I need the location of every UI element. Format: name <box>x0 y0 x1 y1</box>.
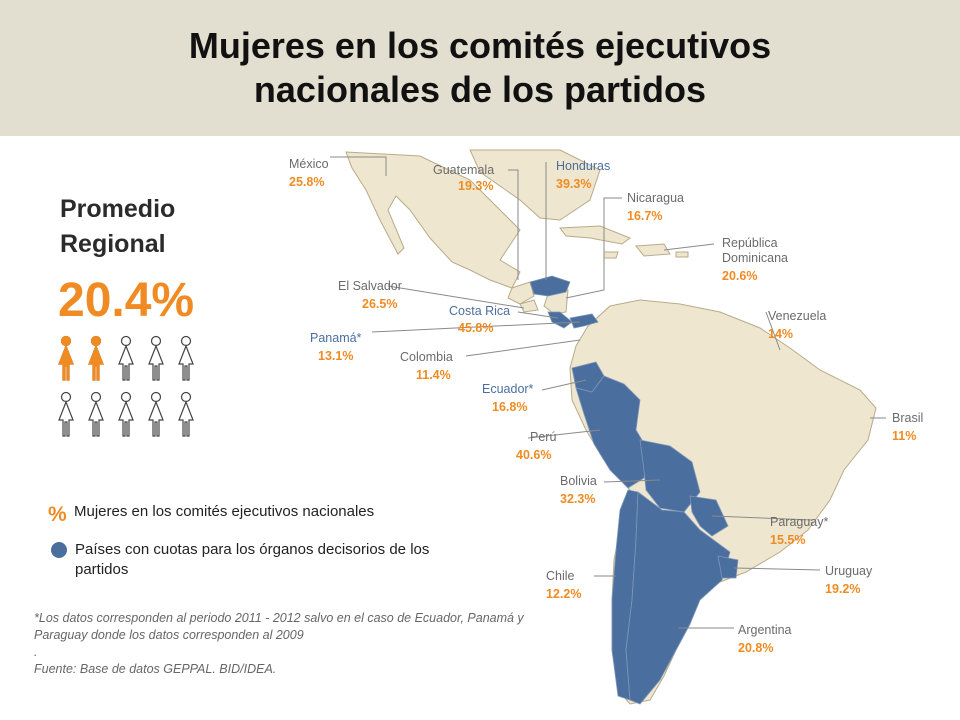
label-costarica: Costa Rica <box>449 304 510 318</box>
woman-icon <box>118 391 134 437</box>
woman-icon <box>178 391 194 437</box>
woman-icon <box>88 391 104 437</box>
mexico-shape <box>345 151 521 289</box>
puertorico-shape <box>675 251 689 258</box>
value-costarica: 45.8% <box>458 321 493 335</box>
us-fragment-shape <box>469 149 601 221</box>
footnote-period: . <box>34 645 38 659</box>
regional-average-label: Promedio Regional <box>60 195 176 258</box>
woman-icon <box>58 391 74 437</box>
label-panama: Panamá* <box>310 331 362 345</box>
label-honduras: Honduras <box>556 159 610 173</box>
value-brasil: 11% <box>892 429 916 443</box>
label-venezuela: Venezuela <box>768 309 826 323</box>
value-salvador: 26.5% <box>362 297 397 311</box>
cuba-shape <box>559 225 632 245</box>
source-text: Fuente: Base de datos GEPPAL. BID/IDEA. <box>34 662 277 676</box>
honduras-shape <box>529 275 571 297</box>
jamaica-shape <box>603 251 619 259</box>
value-mexico: 25.8% <box>289 175 324 189</box>
value-panama: 13.1% <box>318 349 353 363</box>
label-nicaragua: Nicaragua <box>627 191 684 205</box>
label-peru: Perú <box>530 430 556 444</box>
percent-symbol: % <box>48 503 67 526</box>
woman-icon <box>88 335 104 381</box>
guatemala-shape <box>507 281 535 305</box>
leader-lines <box>330 156 886 629</box>
quota-countries <box>529 275 739 705</box>
paraguay-shape <box>689 495 729 537</box>
label-colombia: Colombia <box>400 350 453 364</box>
label-uruguay: Uruguay <box>825 564 873 578</box>
label-chile: Chile <box>546 569 575 583</box>
label-ecuador: Ecuador* <box>482 382 534 396</box>
value-paraguay: 15.5% <box>770 533 805 547</box>
legend-percent-text: Mujeres en los comités ejecutivos nacion… <box>74 503 375 520</box>
quota-dot-icon <box>51 542 67 558</box>
value-chile: 12.2% <box>546 587 581 601</box>
legend-percent-row: % Mujeres en los comités ejecutivos naci… <box>48 502 374 528</box>
label-dominicana-2: Dominicana <box>722 251 788 265</box>
page-title: Mujeres en los comités ejecutivos nacion… <box>188 25 772 110</box>
footnote-text: *Los datos corresponden al periodo 2011 … <box>34 611 524 642</box>
uruguay-shape <box>717 555 739 579</box>
panama-shape <box>569 313 599 329</box>
value-colombia: 11.4% <box>416 368 451 382</box>
legend-quota-row: Países con cuotas para los órganos decis… <box>48 540 475 580</box>
label-brasil: Brasil <box>892 411 923 425</box>
label-dominicana-1: República <box>722 236 778 250</box>
value-bolivia: 32.3% <box>560 492 595 506</box>
label-mexico: México <box>289 157 329 171</box>
latin-america-map: México 25.8% Guatemala 19.3% Honduras 39… <box>289 149 923 705</box>
label-argentina: Argentina <box>738 623 792 637</box>
label-bolivia: Bolivia <box>560 474 597 488</box>
value-venezuela: 14% <box>768 327 793 341</box>
label-guatemala: Guatemala <box>433 163 494 177</box>
label-paraguay: Paraguay* <box>770 515 829 529</box>
value-peru: 40.6% <box>516 448 551 462</box>
label-salvador: El Salvador <box>338 279 402 293</box>
country-labels: México 25.8% Guatemala 19.3% Honduras 39… <box>289 157 923 655</box>
value-dominicana: 20.6% <box>722 269 757 283</box>
value-ecuador: 16.8% <box>492 400 527 414</box>
woman-icon <box>148 391 164 437</box>
regional-average-value: 20.4% <box>58 274 195 327</box>
title-banner: Mujeres en los comités ejecutivos nacion… <box>0 0 960 136</box>
value-argentina: 20.8% <box>738 641 773 655</box>
value-uruguay: 19.2% <box>825 582 860 596</box>
value-nicaragua: 16.7% <box>627 209 662 223</box>
woman-icon <box>118 335 134 381</box>
footnote: *Los datos corresponden al periodo 2011 … <box>34 610 534 678</box>
argentina-shape <box>625 491 731 705</box>
hispaniola-shape <box>635 243 671 257</box>
woman-icon <box>58 335 74 381</box>
costarica-shape <box>547 311 573 329</box>
value-honduras: 39.3% <box>556 177 591 191</box>
salvador-shape <box>519 299 539 313</box>
woman-icon <box>148 335 164 381</box>
value-guatemala: 19.3% <box>458 179 493 193</box>
woman-icon <box>178 335 194 381</box>
women-pictogram <box>58 335 194 437</box>
legend-quota-text: Países con cuotas para los órganos decis… <box>75 541 430 578</box>
